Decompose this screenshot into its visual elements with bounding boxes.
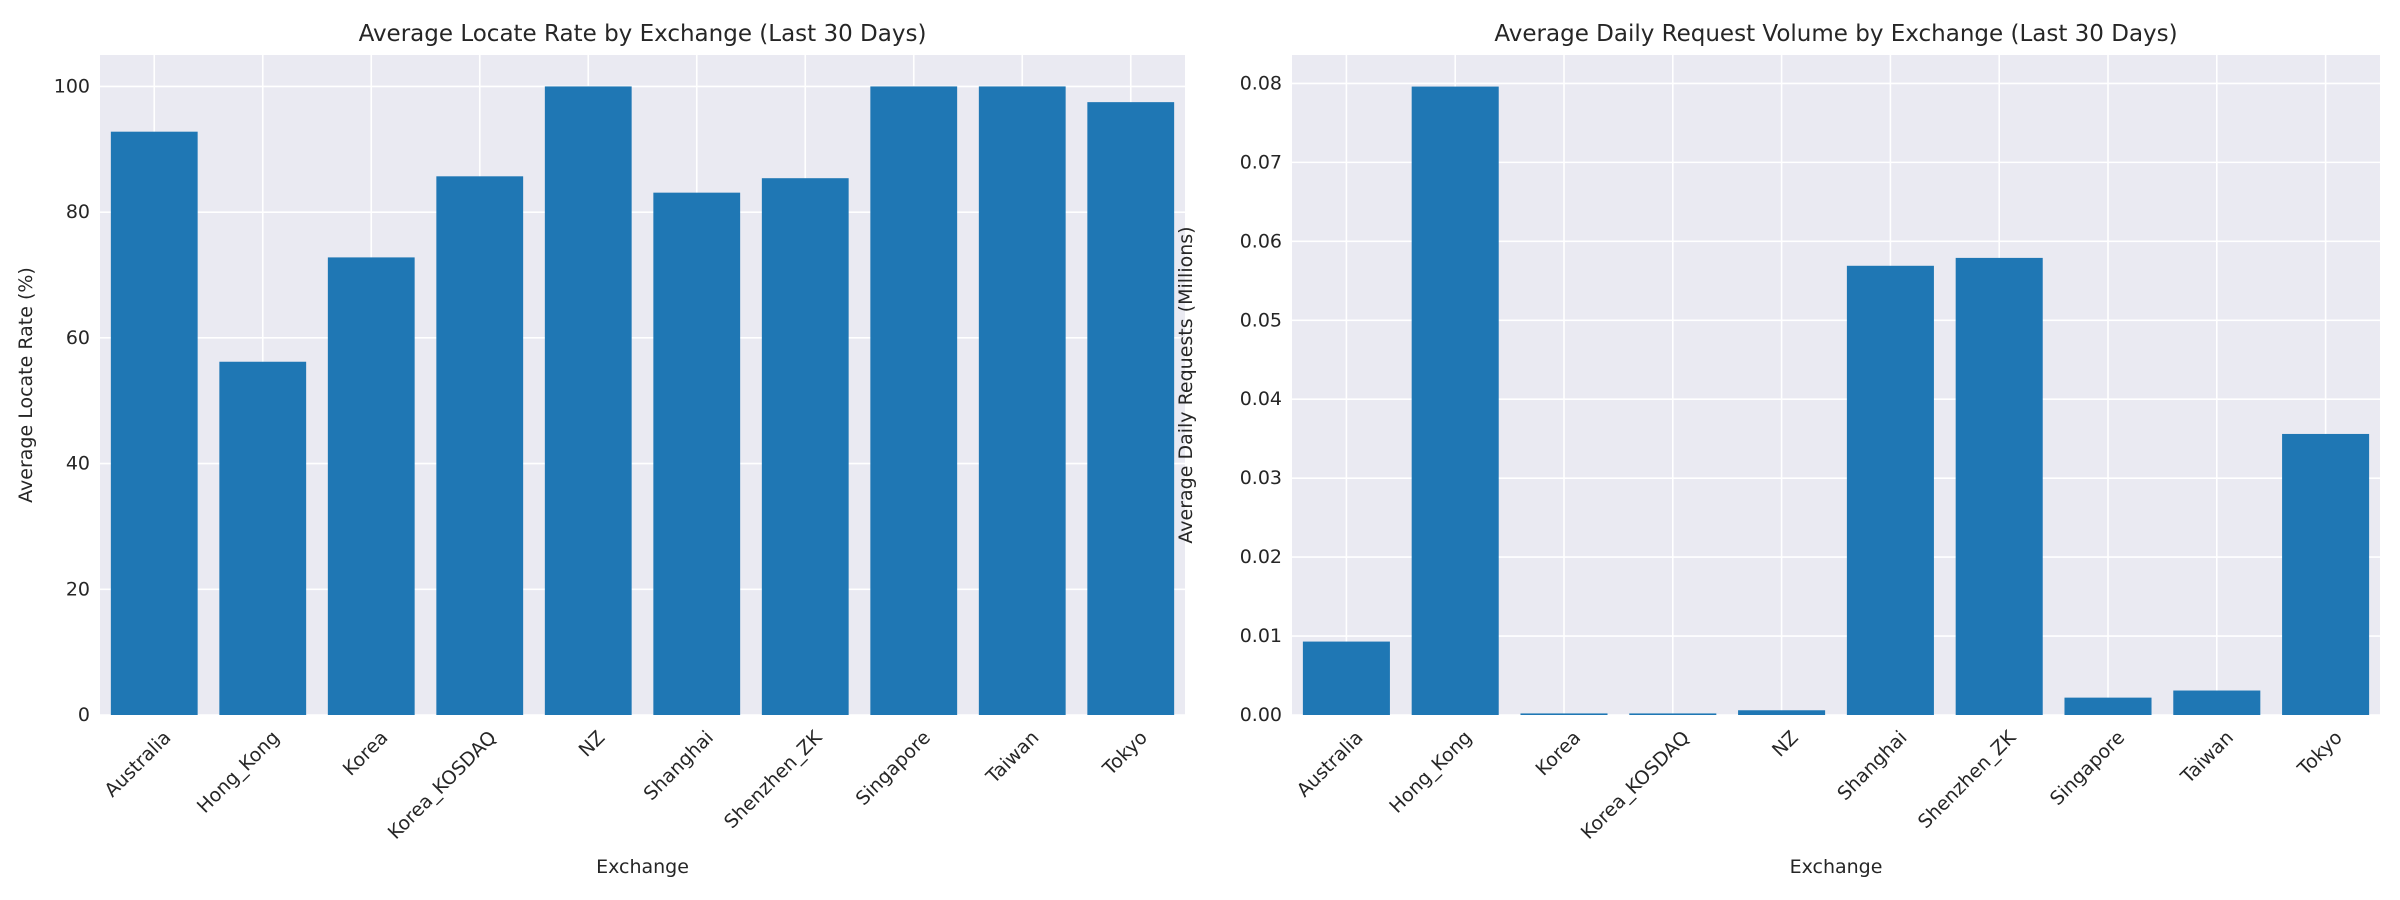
bar-korea [327,257,415,715]
bar-shanghai [1846,265,1934,715]
y-tick-label: 60 [66,327,90,349]
y-tick-label: 100 [54,75,90,97]
x-axis-label: Exchange [596,856,689,878]
y-tick-label: 80 [66,201,90,223]
bar-singapore [2064,697,2152,715]
x-tick-label: Hong_Kong [1385,727,1476,818]
y-tick-label: 0.04 [1240,388,1282,410]
bar-hong_kong [1411,86,1499,715]
y-axis-label: Average Locate Rate (%) [15,267,37,503]
x-tick-label: Tokyo [1098,727,1152,781]
x-tick-label: Shenzhen_ZK [1914,726,2021,833]
x-tick-label: Taiwan [981,727,1043,789]
bar-taiwan [2173,690,2261,715]
y-tick-label: 0 [78,704,90,726]
chart-panel-1: 0 20 40 60 80 100 Australia Hong_Kong KoreaKorea… [15,21,1185,878]
y-tick-label: 0.08 [1240,72,1282,94]
x-tick-label: Australia [1293,727,1368,802]
x-tick-label: Shenzhen_ZK [720,726,827,833]
chart-title: Average Daily Request Volume by Exchange… [1494,21,2177,47]
bar-australia [1302,641,1390,715]
x-tick-label: Hong_Kong [193,727,284,818]
x-tick-label: NZ [575,727,610,762]
bar-australia [110,131,198,715]
x-axis-label: Exchange [1790,856,1883,878]
x-tick-label: Korea_KOSDAQ [1577,727,1694,844]
x-tick-label: Shanghai [640,727,718,805]
bar-korea [1520,713,1608,715]
bar-tokyo [1087,102,1175,715]
bar-shenzhen_zk [761,178,849,715]
x-tick-label: Australia [100,727,175,802]
chart-title: Average Locate Rate by Exchange (Last 30… [359,21,927,47]
bar-shenzhen_zk [1955,257,2043,715]
x-tick-label: Singapore [2046,727,2129,810]
x-tick-label: Korea [1531,727,1585,781]
y-tick-label: 40 [66,453,90,475]
y-tick-label: 0.07 [1240,151,1282,173]
y-tick-label: 0.02 [1240,546,1282,568]
y-tick-label: 20 [66,578,90,600]
bar-korea_kosdaq [436,176,524,716]
bar-nz [544,86,632,715]
x-tick-label: Korea_KOSDAQ [384,727,501,844]
x-tick-label: Korea [339,727,393,781]
bar-tokyo [2282,433,2370,715]
bar-hong_kong [219,361,307,715]
y-tick-label: 0.01 [1240,625,1282,647]
x-tick-label: Shanghai [1833,727,1911,805]
bar-nz [1738,710,1826,715]
y-tick-label: 0.03 [1240,467,1282,489]
x-tick-label: Taiwan [2176,727,2238,789]
bar-taiwan [978,86,1066,715]
y-axis-label: Average Daily Requests (Millions) [1175,226,1197,543]
y-tick-label: 0.06 [1240,230,1282,252]
x-tick-label: Tokyo [2293,727,2347,781]
chart-panel-2: 0.00 0.01 0.02 0.03 0.04 0.05 0.06 0.07 0.08 Aust… [1175,21,2380,878]
x-tick-label: Singapore [852,727,935,810]
y-tick-label: 0.05 [1240,309,1282,331]
bar-shanghai [653,192,741,715]
bar-korea_kosdaq [1629,713,1717,715]
x-tick-label: NZ [1768,727,1803,762]
bar-singapore [870,86,958,715]
y-tick-label: 0.00 [1240,704,1282,726]
